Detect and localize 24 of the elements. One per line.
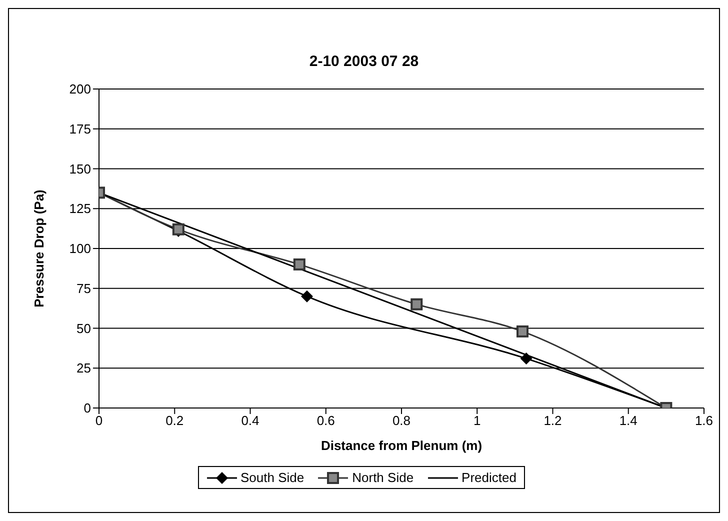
y-tick-label: 75 xyxy=(76,280,91,296)
x-tick-label: 0.8 xyxy=(392,413,411,428)
chart-title: 2-10 2003 07 28 xyxy=(308,53,420,70)
x-tick-label: 1 xyxy=(474,413,481,428)
y-tick-label: 0 xyxy=(84,400,91,416)
x-tick-label: 0.4 xyxy=(241,413,260,428)
x-tick-label: 1.2 xyxy=(544,413,562,428)
legend-label: North Side xyxy=(351,470,414,485)
y-tick-label: 200 xyxy=(69,82,91,97)
legend-label: South Side xyxy=(240,470,304,485)
legend-label: Predicted xyxy=(460,470,516,485)
x-axis-title: Distance from Plenum (m) xyxy=(320,438,482,453)
y-axis-title: Pressure Drop (Pa) xyxy=(32,190,47,308)
x-tick-label: 0.2 xyxy=(166,413,184,428)
x-tick-label: 1.6 xyxy=(694,413,714,428)
y-tick-label: 125 xyxy=(69,201,91,216)
y-tick-label: 100 xyxy=(69,241,91,256)
x-tick-label: 1.4 xyxy=(619,413,638,428)
y-tick-label: 150 xyxy=(69,161,91,176)
y-tick-label: 50 xyxy=(76,320,91,336)
x-tick-label: 0 xyxy=(95,413,103,428)
x-tick-label: 0.6 xyxy=(316,413,335,428)
y-tick-label: 175 xyxy=(69,121,91,136)
y-tick-label: 25 xyxy=(76,360,91,376)
